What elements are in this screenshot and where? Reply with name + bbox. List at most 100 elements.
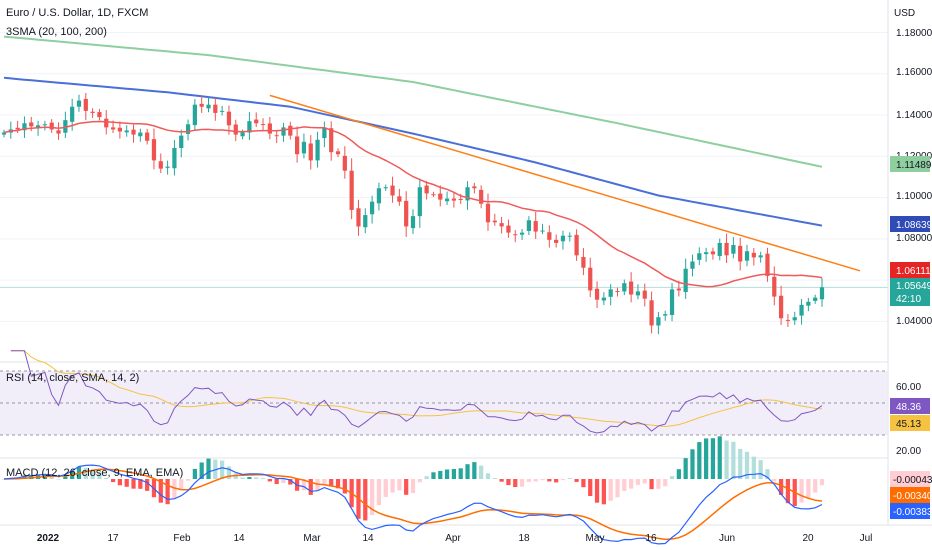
macd-histogram-bar xyxy=(717,436,722,479)
candle xyxy=(499,223,504,227)
macd-histogram-bar xyxy=(165,479,170,505)
candle xyxy=(513,234,518,236)
time-tick: 20 xyxy=(802,533,814,544)
candle xyxy=(622,283,627,292)
candle xyxy=(778,295,784,319)
candle xyxy=(342,155,347,171)
macd-histogram-bar xyxy=(376,479,382,506)
candle xyxy=(792,317,797,321)
sma200-badge-text: 1.11489 xyxy=(896,160,932,171)
candle xyxy=(29,122,34,127)
candle xyxy=(22,123,27,131)
macd-histogram-bar xyxy=(192,468,197,479)
macd-histogram-bar xyxy=(226,466,232,479)
candle xyxy=(492,220,497,223)
candle xyxy=(90,111,95,113)
candle xyxy=(97,112,102,118)
candle xyxy=(260,124,266,126)
macd-histogram-bar xyxy=(465,464,470,479)
time-tick: Apr xyxy=(445,533,461,544)
macd-histogram-bar xyxy=(104,477,109,479)
candle xyxy=(56,130,61,134)
time-axis[interactable]: 2022 17 Feb 14 Mar 14 Apr 18 May 16 Jun … xyxy=(37,533,873,544)
macd-histogram-bar xyxy=(806,479,811,499)
candle xyxy=(240,132,245,137)
time-tick: Mar xyxy=(303,533,321,544)
macd-histogram-bar xyxy=(124,479,129,487)
candle xyxy=(438,193,443,200)
macd-histogram-bar xyxy=(813,479,818,493)
candle xyxy=(649,300,654,326)
candle xyxy=(758,255,763,258)
candle xyxy=(410,216,416,229)
candle xyxy=(369,201,375,215)
candle xyxy=(70,106,75,122)
candle xyxy=(683,268,688,293)
macd-histogram-bar xyxy=(274,479,279,484)
macd-histogram-bar xyxy=(778,479,784,495)
macd-histogram-bar xyxy=(506,479,511,486)
macd-histogram-bar xyxy=(533,479,538,482)
time-tick: 18 xyxy=(518,533,530,544)
candle xyxy=(390,185,395,196)
candle xyxy=(738,245,743,262)
candle xyxy=(179,135,184,149)
candle xyxy=(697,253,702,260)
macd-histogram-bar xyxy=(206,458,211,479)
time-tick: 14 xyxy=(362,533,374,544)
macd-histogram-bar xyxy=(499,479,504,482)
candle xyxy=(519,232,525,235)
candle xyxy=(472,186,477,189)
candle xyxy=(308,143,313,161)
macd-histogram-bar xyxy=(649,479,654,490)
macd-histogram-bar xyxy=(744,451,750,479)
time-tick: 14 xyxy=(233,533,245,544)
candle xyxy=(301,141,307,154)
candle xyxy=(274,135,279,137)
macd-histogram-bar xyxy=(288,479,293,485)
macd-histogram-bar xyxy=(322,479,327,485)
macd-histogram-bar xyxy=(260,478,266,479)
trendline[interactable] xyxy=(269,94,861,272)
indicator-label[interactable]: 3SMA (20, 100, 200) xyxy=(6,26,107,38)
candle xyxy=(295,136,300,155)
macd-histogram-bar xyxy=(444,469,450,479)
macd-histogram-bar xyxy=(513,479,518,488)
macd-histogram-bar xyxy=(158,479,163,503)
macd-histogram-bar xyxy=(267,479,272,482)
candle xyxy=(710,251,716,255)
signal-badge xyxy=(890,487,930,503)
time-tick: Feb xyxy=(173,533,191,544)
macd-histogram-bar xyxy=(383,479,388,497)
macd-histogram-bar xyxy=(676,469,681,479)
candle xyxy=(744,251,750,261)
macd-histogram-bar xyxy=(492,478,497,479)
candle xyxy=(35,125,41,128)
macd-value-text: -0.00383 xyxy=(893,507,932,518)
rsi-ma-badge xyxy=(890,415,930,431)
candle xyxy=(42,124,48,126)
macd-histogram-bar xyxy=(308,479,313,495)
candle xyxy=(226,111,232,126)
macd-histogram-bar xyxy=(574,479,579,482)
candle xyxy=(451,198,457,201)
macd-histogram-bar xyxy=(199,462,204,479)
rsi-label[interactable]: RSI (14, close, SMA, 14, 2) xyxy=(6,372,139,384)
candle xyxy=(349,170,354,210)
macd-histogram-bar xyxy=(704,438,709,479)
macd-histogram-bar xyxy=(335,479,341,489)
sma20-badge-text: 1.06111 xyxy=(896,266,931,277)
macd-histogram-bar xyxy=(567,478,572,479)
macd-histogram-bar xyxy=(220,460,225,479)
candle xyxy=(117,127,122,132)
macd-histogram-bar xyxy=(254,477,259,479)
macd-histogram-bar xyxy=(683,458,688,479)
candle xyxy=(656,317,661,326)
candle xyxy=(458,198,463,200)
candle xyxy=(220,110,225,112)
macd-label[interactable]: MACD (12, 26, close, 9, EMA, EMA) xyxy=(6,467,183,479)
macd-histogram-bar xyxy=(315,479,320,491)
candle xyxy=(731,245,736,254)
macd-histogram-bar xyxy=(608,479,613,501)
